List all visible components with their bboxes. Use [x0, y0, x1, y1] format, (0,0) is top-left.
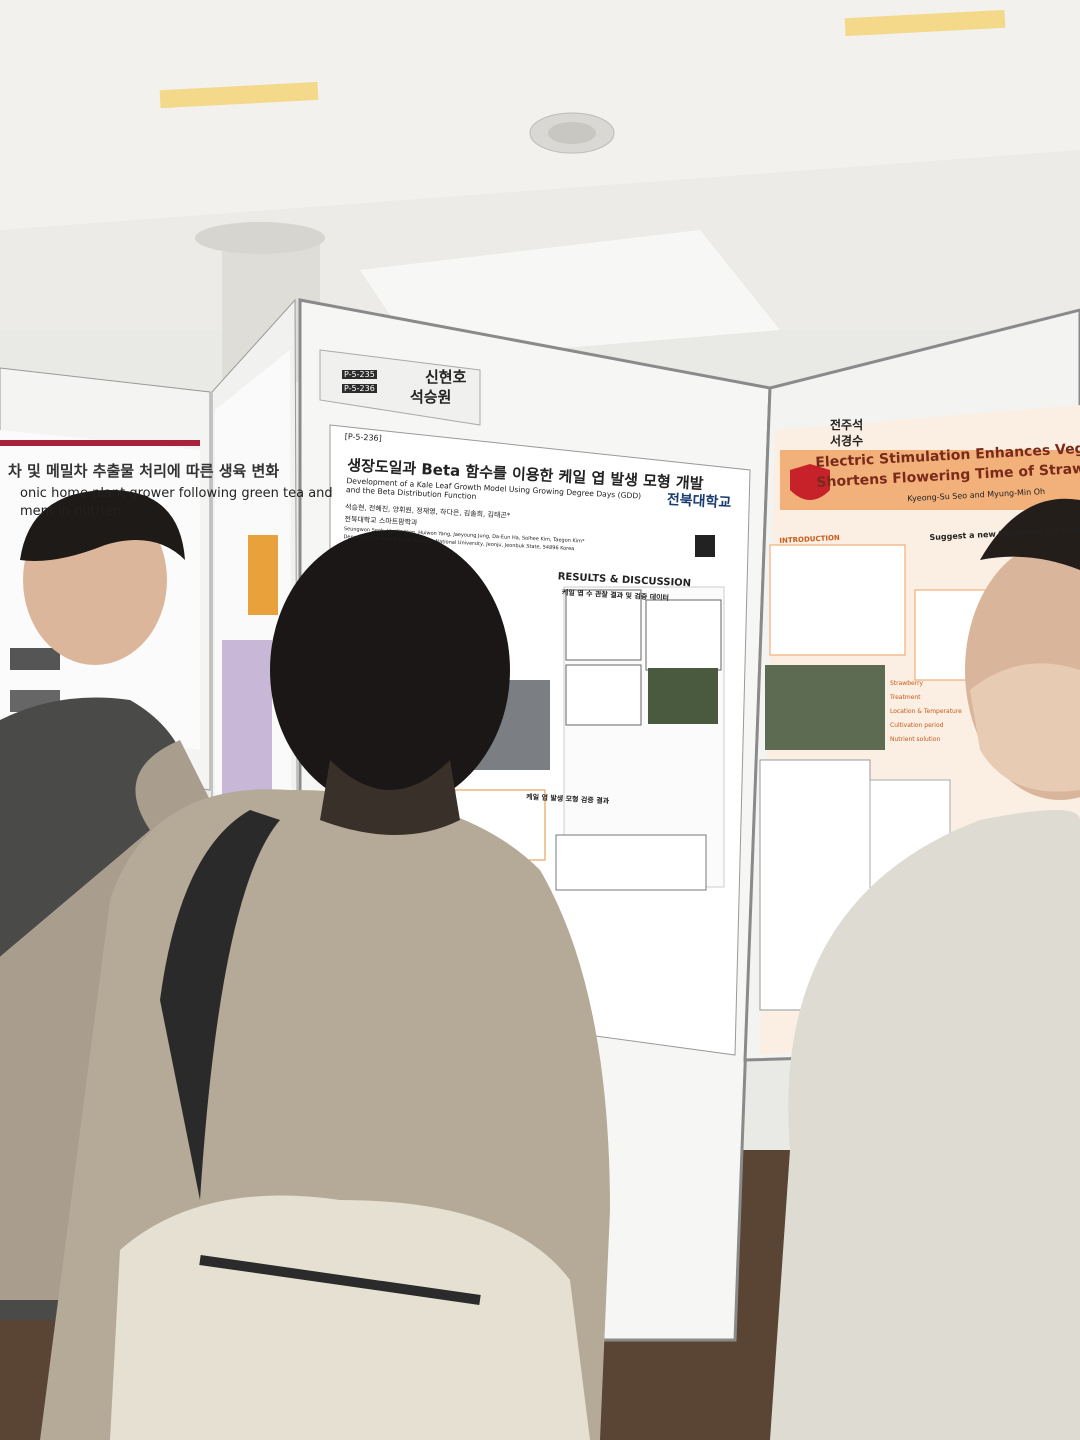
method-item: Cultivation period [890, 722, 944, 729]
presenter-name: 신현호 [425, 368, 467, 386]
method-item: Treatment [890, 694, 921, 701]
presenter-name: 석승원 [410, 388, 452, 406]
left-poster-subtitle: ment in nutrien [20, 504, 121, 519]
left-poster-title: 차 및 메밀차 추출물 처리에 따른 생육 변화 [8, 462, 280, 480]
method-item: Location & Temperature [890, 708, 962, 715]
university-logo: 전북대학교 [666, 491, 732, 512]
left-poster-subtitle: onic home plant grower following green t… [20, 486, 333, 501]
presenter-name: 전주석 [830, 418, 864, 432]
method-item: Nutrient solution [890, 736, 941, 743]
poster-code-tag: P-5-236 [342, 384, 377, 393]
method-item: Strawberry [890, 680, 924, 687]
poster-code-tag: P-5-235 [342, 370, 377, 379]
poster-code: [P-5-236] [344, 432, 382, 443]
presenter-name: 서경수 [830, 434, 864, 448]
